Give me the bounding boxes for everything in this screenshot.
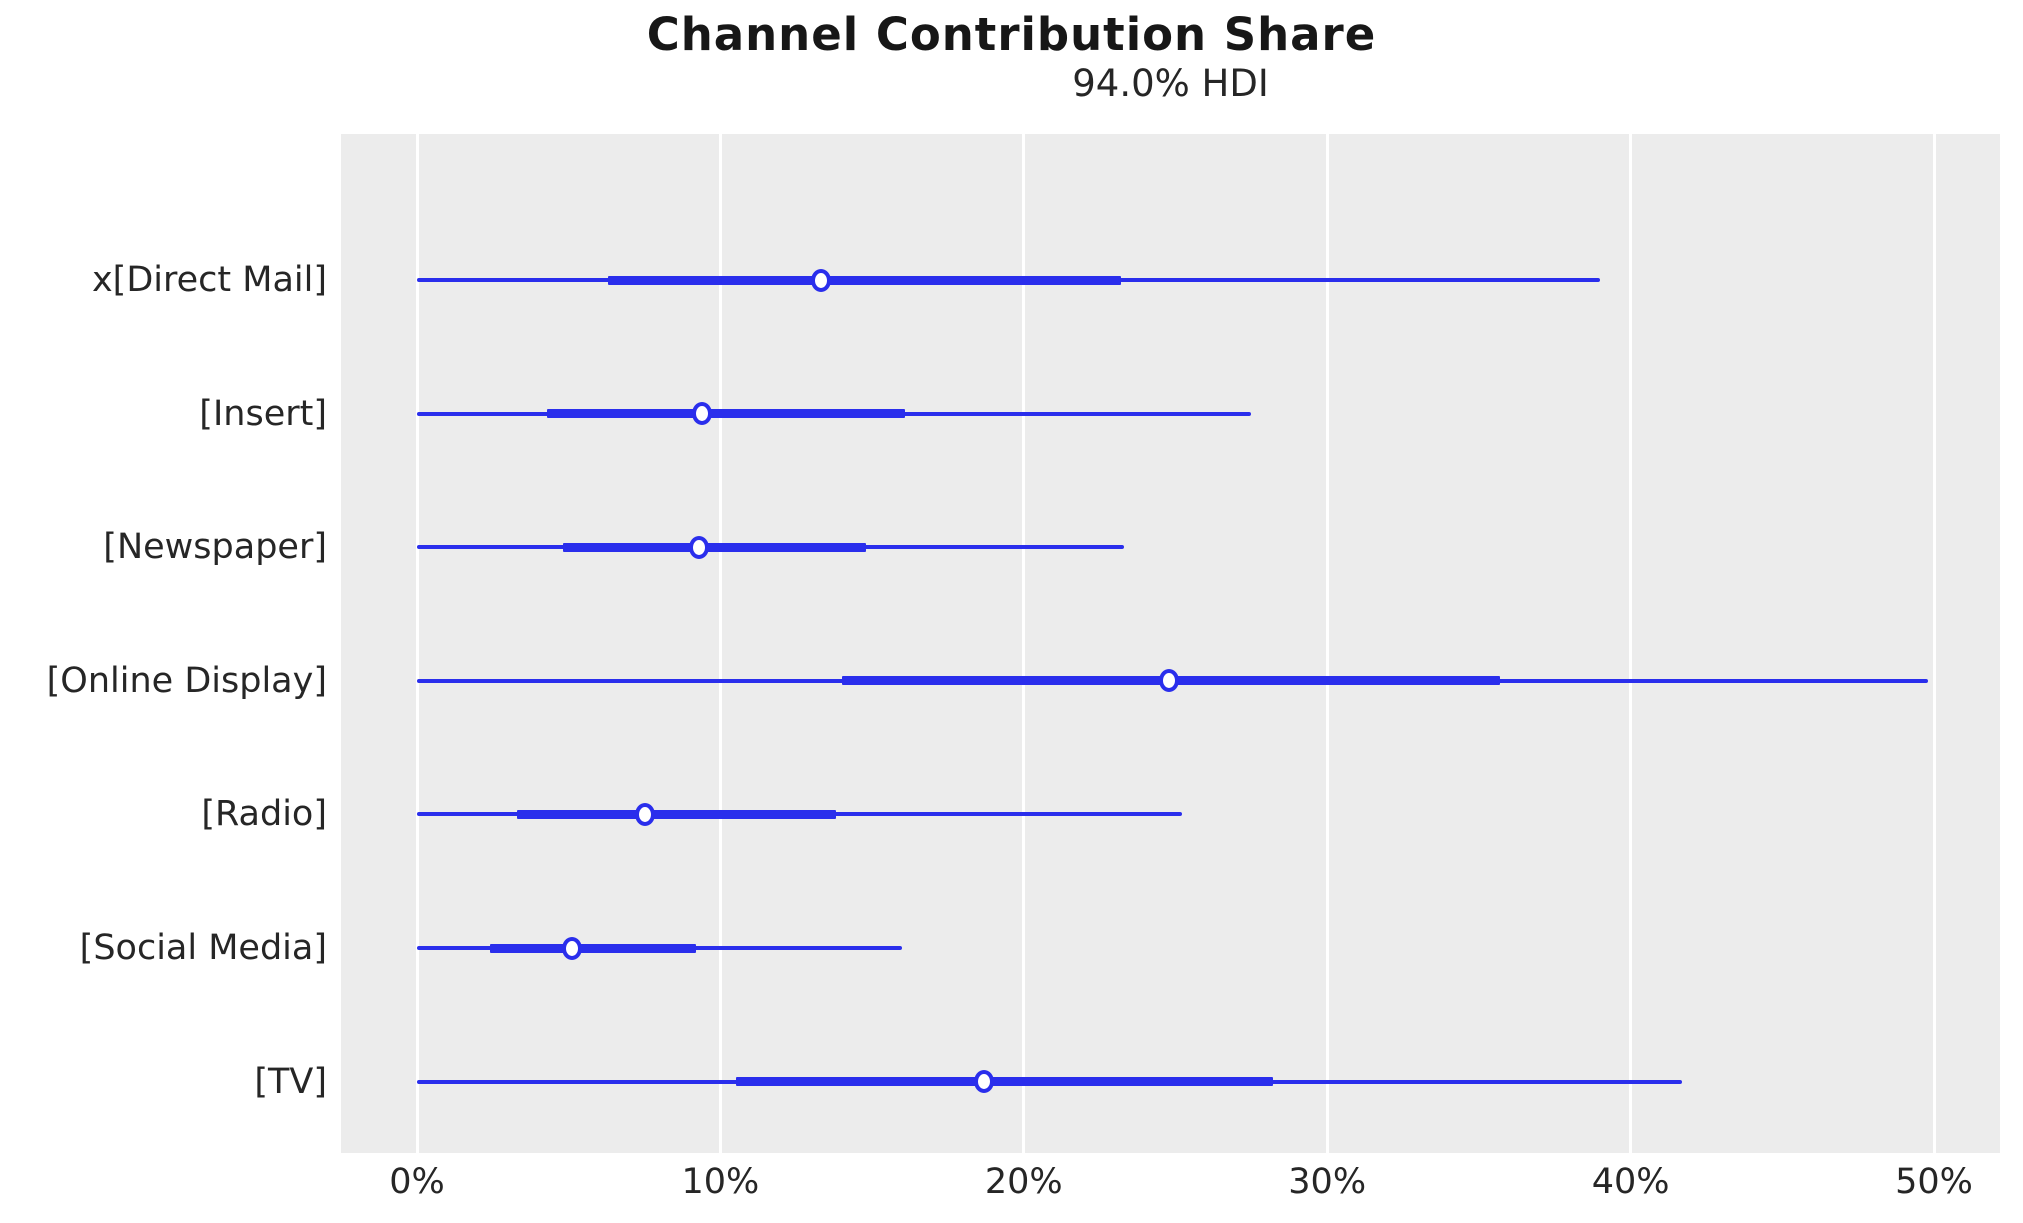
y-tick-label: x[Direct Mail] xyxy=(91,260,327,300)
hdi-thick-line xyxy=(517,809,836,819)
x-tick-label: 50% xyxy=(1895,1162,1973,1202)
hdi-thick-line xyxy=(489,943,697,953)
gridline xyxy=(415,134,419,1153)
y-tick-label: [Social Media] xyxy=(79,928,327,968)
median-dot xyxy=(974,1070,995,1094)
median-dot xyxy=(810,268,831,292)
median-dot xyxy=(1159,669,1180,693)
hdi-thick-line xyxy=(547,409,906,419)
x-tick-label: 20% xyxy=(984,1162,1063,1202)
gridline xyxy=(1325,134,1329,1153)
hdi-thick-line xyxy=(608,275,1121,285)
x-tick-label: 30% xyxy=(1288,1162,1367,1202)
y-tick-label: [Radio] xyxy=(201,794,327,835)
chart-title: Channel Contribution Share xyxy=(646,8,1377,61)
median-dot xyxy=(561,936,582,960)
x-tick-label: 0% xyxy=(389,1162,445,1202)
gridline xyxy=(1022,134,1026,1153)
chart-subtitle: 94.0% HDI xyxy=(1072,62,1269,105)
y-tick-label: [Insert] xyxy=(199,393,327,434)
median-dot xyxy=(692,402,713,426)
hdi-thick-line xyxy=(735,1077,1273,1087)
median-dot xyxy=(634,802,655,826)
y-tick-label: [Online Display] xyxy=(46,660,327,701)
x-tick-label: 10% xyxy=(681,1162,760,1202)
hdi-thick-line xyxy=(562,542,867,552)
x-tick-label: 40% xyxy=(1591,1162,1670,1202)
plot-area xyxy=(341,134,2000,1153)
median-dot xyxy=(689,535,710,559)
gridline xyxy=(718,134,722,1153)
y-tick-label: [Newspaper] xyxy=(103,527,327,568)
gridline xyxy=(1932,134,1936,1153)
gridline xyxy=(1629,134,1633,1153)
y-tick-label: [TV] xyxy=(254,1061,327,1102)
